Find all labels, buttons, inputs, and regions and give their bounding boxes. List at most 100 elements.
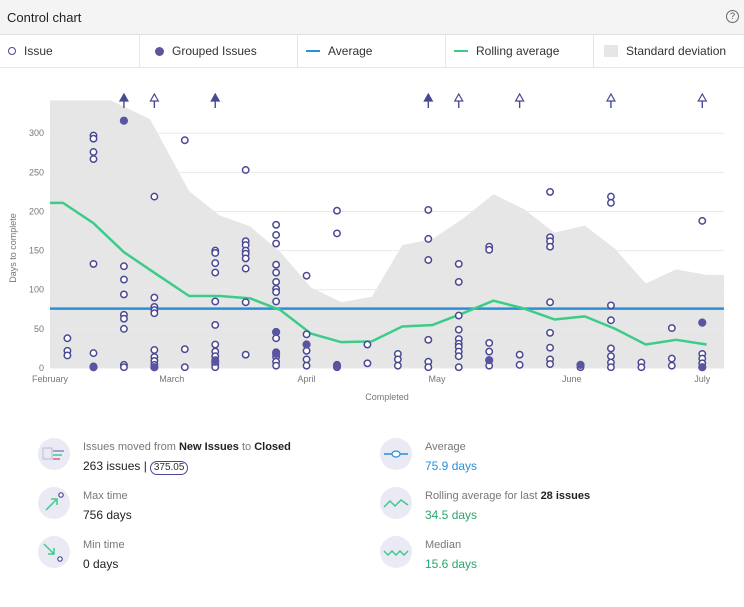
issue-point [241,350,250,359]
legend-grouped[interactable]: Grouped Issues [148,35,298,67]
issue-point [180,136,189,145]
issue-point [424,363,433,372]
stat-average: Average 75.9 days [380,438,580,478]
outlier-arrow-head [697,92,708,102]
legend-rolling-label: Rolling average [476,44,560,58]
rolling-count: 28 issues [540,490,591,502]
issue-point [211,259,220,268]
outlier-arrow-head [605,92,616,102]
issue-point [485,347,494,356]
issue-point [698,216,707,225]
issue-point [333,229,341,238]
outlier-arrow-icon [453,92,464,108]
issue-point [515,350,524,359]
issue-marker-icon [8,47,16,55]
y-tick-label: 100 [29,285,44,295]
average-icon [380,438,412,470]
issue-point [333,206,341,215]
issue-point [63,334,72,343]
issue-point [211,297,220,306]
outlier-arrow-icon [605,92,616,108]
grouped-issue-point [332,362,342,371]
issue-point [424,234,433,243]
issues-moved-icon [38,438,70,470]
issue-point [515,360,524,369]
rolling-value: 34.5 days [425,508,478,522]
issue-point [89,155,98,163]
legend-average[interactable]: Average [298,35,446,67]
issue-point [424,335,433,344]
stat-min: Min time 0 days [38,536,238,576]
control-chart: 0 50 100 150 200 250 300 February March April May J… [0,68,744,408]
stat-median: Median 15.6 days [380,536,580,576]
std-deviation-band [50,100,724,368]
y-tick-label: 250 [29,167,44,177]
max-label: Max time [83,490,128,502]
min-label: Min time [83,539,125,551]
issue-point [667,324,676,333]
std-band-icon [604,45,618,57]
outlier-arrow-head [149,92,160,102]
issue-point [272,260,281,269]
stat-max: Max time 756 days [38,487,238,527]
grouped-issue-point [89,363,98,372]
issue-point [546,360,555,369]
rolling-average-line [50,201,707,346]
issue-point [393,361,402,370]
moved-mid: to [238,441,255,453]
x-tick-label: February [32,374,69,384]
moved-from: New Issues [178,441,239,453]
y-axis-label: Days to complete [8,213,18,283]
issue-point [667,361,676,370]
rolling-average-icon [380,487,412,519]
issue-point [150,192,159,201]
issue-point [424,205,433,214]
issue-point [485,245,494,254]
moved-count: 263 issues | [83,459,147,473]
issue-point [606,352,615,361]
issue-point [119,363,128,372]
chart-header: Control chart ? [0,0,744,35]
outlier-arrow-icon [423,92,434,108]
issue-point [302,330,311,339]
legend-std-label: Standard deviation [626,44,727,58]
issue-point [272,277,281,286]
issue-point [546,187,555,196]
outlier-arrow-icon [697,92,708,108]
issue-point [363,340,372,349]
chart-title: Control chart [7,10,82,25]
issue-point [393,355,402,364]
trend-up-icon [38,487,70,519]
grouped-issue-point [272,349,281,359]
y-tick-label: 0 [39,363,44,373]
issue-point [272,268,281,277]
legend-std[interactable]: Standard deviation [594,35,744,67]
issue-point [119,314,128,323]
issue-point [363,359,372,368]
issue-point [546,343,555,352]
issue-point [485,339,494,347]
legend-average-label: Average [328,44,373,58]
issue-point [89,148,98,156]
issue-point [546,242,555,251]
issue-point [302,361,311,370]
issue-point [119,262,128,271]
grouped-issue-point [576,360,585,369]
issue-point [606,198,615,207]
outlier-arrow-icon [514,92,525,108]
legend-issue[interactable]: Issue [0,35,140,67]
legend-rolling[interactable]: Rolling average [446,35,594,67]
issue-point [241,264,250,273]
issue-point [150,293,159,302]
grouped-issue-point [150,363,159,372]
x-axis-label: Completed [365,392,409,402]
help-icon[interactable]: ? [726,10,739,23]
issue-point [150,309,159,318]
min-value: 0 days [83,557,119,571]
y-tick-label: 300 [29,128,44,138]
issue-point [546,298,555,307]
issue-point [454,277,463,286]
median-label: Median [425,539,462,551]
issue-point [89,259,98,268]
issue-point [211,249,220,257]
